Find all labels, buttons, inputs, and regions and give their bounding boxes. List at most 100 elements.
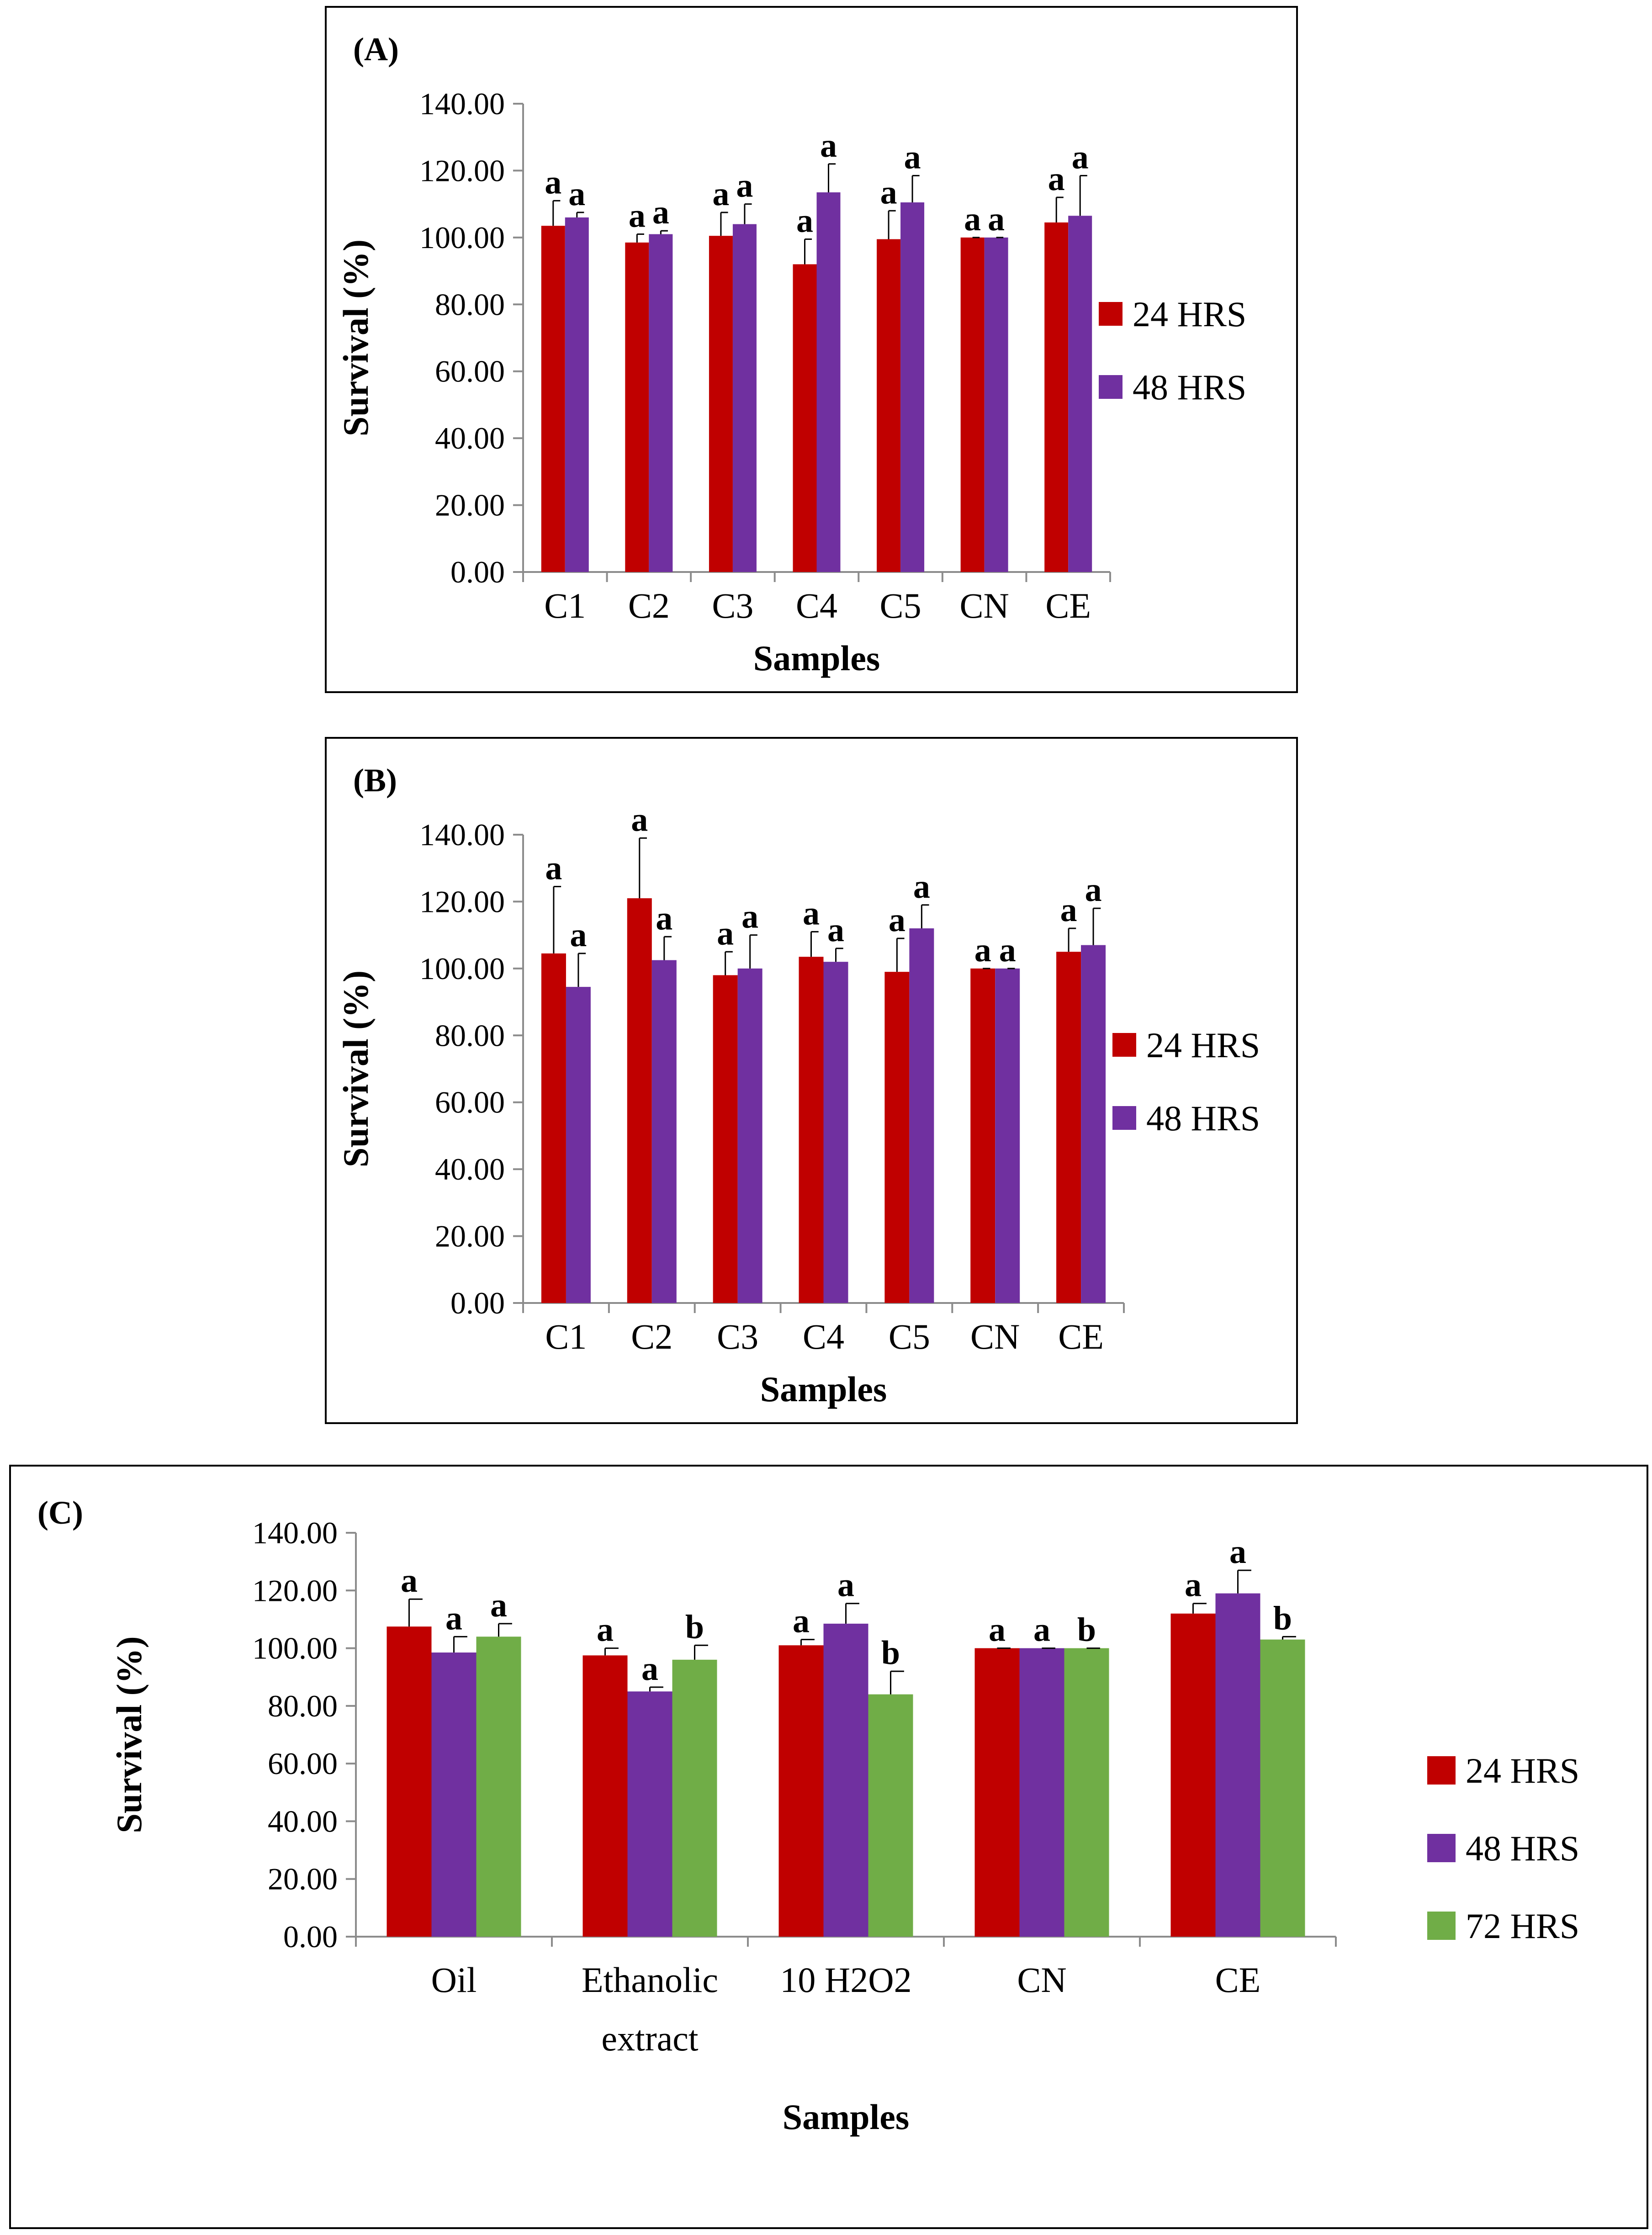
x-category-label: C5	[880, 586, 921, 625]
bar	[1081, 945, 1106, 1303]
significance-label: b	[685, 1608, 704, 1646]
x-category-label: C4	[796, 586, 837, 625]
significance-label: a	[796, 202, 813, 240]
significance-label: a	[631, 801, 648, 838]
bar	[900, 202, 925, 572]
y-tick-label: 0.00	[450, 555, 505, 589]
bar	[476, 1637, 521, 1937]
x-category-label: Ethanolic	[582, 1960, 718, 2000]
bar	[1056, 952, 1081, 1303]
legend-swatch	[1427, 1912, 1456, 1940]
significance-label: a	[490, 1587, 507, 1624]
bar	[823, 962, 848, 1303]
legend-label: 48 HRS	[1146, 1098, 1260, 1138]
bar	[909, 928, 934, 1303]
significance-label: a	[1229, 1533, 1246, 1571]
y-tick-label: 40.00	[435, 1152, 505, 1186]
bar	[877, 239, 901, 572]
significance-label: b	[1077, 1611, 1096, 1649]
legend-swatch	[1427, 1756, 1456, 1785]
bar	[431, 1652, 477, 1937]
bar	[868, 1694, 913, 1937]
bar	[672, 1659, 717, 1937]
bar	[1170, 1613, 1216, 1937]
x-category-label: Oil	[431, 1960, 477, 2000]
significance-label: a	[964, 201, 981, 238]
y-tick-label: 120.00	[252, 1573, 338, 1608]
x-category-label: C2	[628, 586, 670, 625]
x-category-label: CE	[1045, 586, 1091, 625]
significance-label: a	[545, 849, 562, 887]
bar	[582, 1655, 628, 1937]
x-axis-title: Samples	[760, 1369, 887, 1409]
significance-label: a	[904, 138, 921, 176]
significance-label: a	[1185, 1567, 1202, 1604]
significance-label: a	[652, 194, 669, 231]
significance-label: a	[717, 915, 734, 952]
significance-label: a	[1048, 160, 1065, 198]
panel-c: (C) 0.00 20.00 40.00 60.00 80.00 100.00 120.00…	[9, 1465, 1648, 2229]
significance-label: a	[974, 932, 991, 969]
legend-swatch	[1112, 1106, 1136, 1130]
x-category-label: 10 H2O2	[780, 1960, 911, 2000]
x-category-label: C5	[889, 1317, 930, 1356]
panel-label: (B)	[353, 762, 397, 799]
significance-label: a	[1072, 138, 1089, 176]
legend-label: 24 HRS	[1146, 1025, 1260, 1065]
bar	[1019, 1648, 1064, 1937]
y-tick-label: 80.00	[435, 287, 505, 322]
y-tick-label: 0.00	[283, 1919, 338, 1954]
chart-c: 0.00 20.00 40.00 60.00 80.00 100.00 120.00 140.…	[109, 1515, 1579, 2137]
y-axis-title: Survival (%)	[336, 239, 376, 436]
legend-swatch	[1112, 1033, 1136, 1057]
significance-label: a	[568, 175, 585, 213]
y-tick-label: 100.00	[419, 220, 505, 255]
bar	[799, 957, 824, 1303]
significance-label: a	[656, 900, 672, 937]
legend-label: 24 HRS	[1466, 1751, 1579, 1790]
bar	[565, 217, 589, 572]
significance-label: a	[803, 895, 820, 932]
significance-label: a	[641, 1650, 658, 1688]
x-category-label: C4	[803, 1317, 844, 1356]
bar	[627, 898, 652, 1303]
bar	[566, 987, 591, 1303]
bar	[1044, 222, 1069, 572]
bar	[541, 953, 566, 1303]
x-category-label: CN	[959, 586, 1009, 625]
bar	[732, 224, 757, 572]
y-tick-label: 60.00	[268, 1746, 338, 1781]
significance-label: a	[741, 898, 758, 936]
bar	[960, 237, 985, 572]
y-tick-label: 100.00	[419, 951, 505, 986]
panel-label: (C)	[37, 1494, 83, 1531]
bar	[1260, 1639, 1305, 1937]
bar	[1064, 1648, 1109, 1937]
significance-label: a	[999, 932, 1016, 969]
y-tick-label: 20.00	[268, 1862, 338, 1896]
y-tick-label: 120.00	[419, 153, 505, 188]
significance-label: b	[881, 1634, 900, 1672]
significance-label: a	[401, 1562, 418, 1599]
y-tick-label: 60.00	[435, 1085, 505, 1120]
bar	[709, 236, 733, 572]
x-category-label: CE	[1215, 1960, 1261, 2000]
y-tick-label: 0.00	[450, 1286, 505, 1320]
bar	[627, 1691, 672, 1937]
significance-label: a	[1060, 891, 1077, 929]
bar	[823, 1623, 868, 1937]
legend-label: 48 HRS	[1133, 367, 1246, 407]
bar	[541, 226, 565, 572]
x-axis-title: Samples	[783, 2097, 909, 2137]
significance-label: b	[1273, 1599, 1292, 1637]
bar	[737, 968, 762, 1303]
bar	[778, 1645, 824, 1937]
y-tick-label: 20.00	[435, 488, 505, 523]
y-tick-label: 80.00	[435, 1018, 505, 1053]
bar	[970, 968, 995, 1303]
y-axis-title: Survival (%)	[336, 970, 376, 1167]
y-tick-label: 40.00	[435, 421, 505, 455]
bar	[884, 972, 910, 1303]
x-category-label: C1	[544, 586, 586, 625]
bar	[793, 264, 817, 572]
